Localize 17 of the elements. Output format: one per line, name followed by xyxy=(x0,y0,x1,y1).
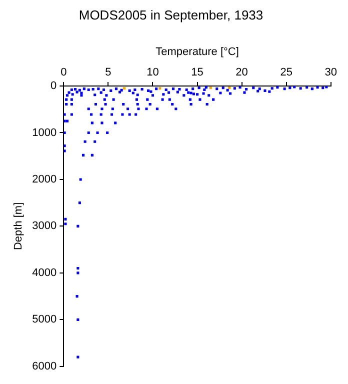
y-tick-label: 6000 xyxy=(32,360,57,372)
y-tick-label: 1000 xyxy=(32,126,57,139)
y-tick-label: 5000 xyxy=(32,314,57,326)
x-tick-label: 0 xyxy=(60,66,67,78)
x-tick-label: 25 xyxy=(280,66,292,78)
x-axis-title: Temperature [°C] xyxy=(156,46,239,58)
x-tick-label: 20 xyxy=(236,66,248,78)
y-tick-label: 2000 xyxy=(32,174,57,186)
x-tick-label: 10 xyxy=(146,66,159,78)
x-tick-label: 30 xyxy=(324,66,338,78)
y-axis-title: Depth [m] xyxy=(12,202,25,250)
x-tick-label: 5 xyxy=(105,66,112,78)
x-tick-label: 15 xyxy=(191,66,204,78)
y-tick-label: 0 xyxy=(50,80,57,92)
chart-title: MODS2005 in September, 1933 xyxy=(78,7,264,22)
y-tick-label: 3000 xyxy=(32,220,57,232)
y-tick-label: 4000 xyxy=(32,266,57,279)
